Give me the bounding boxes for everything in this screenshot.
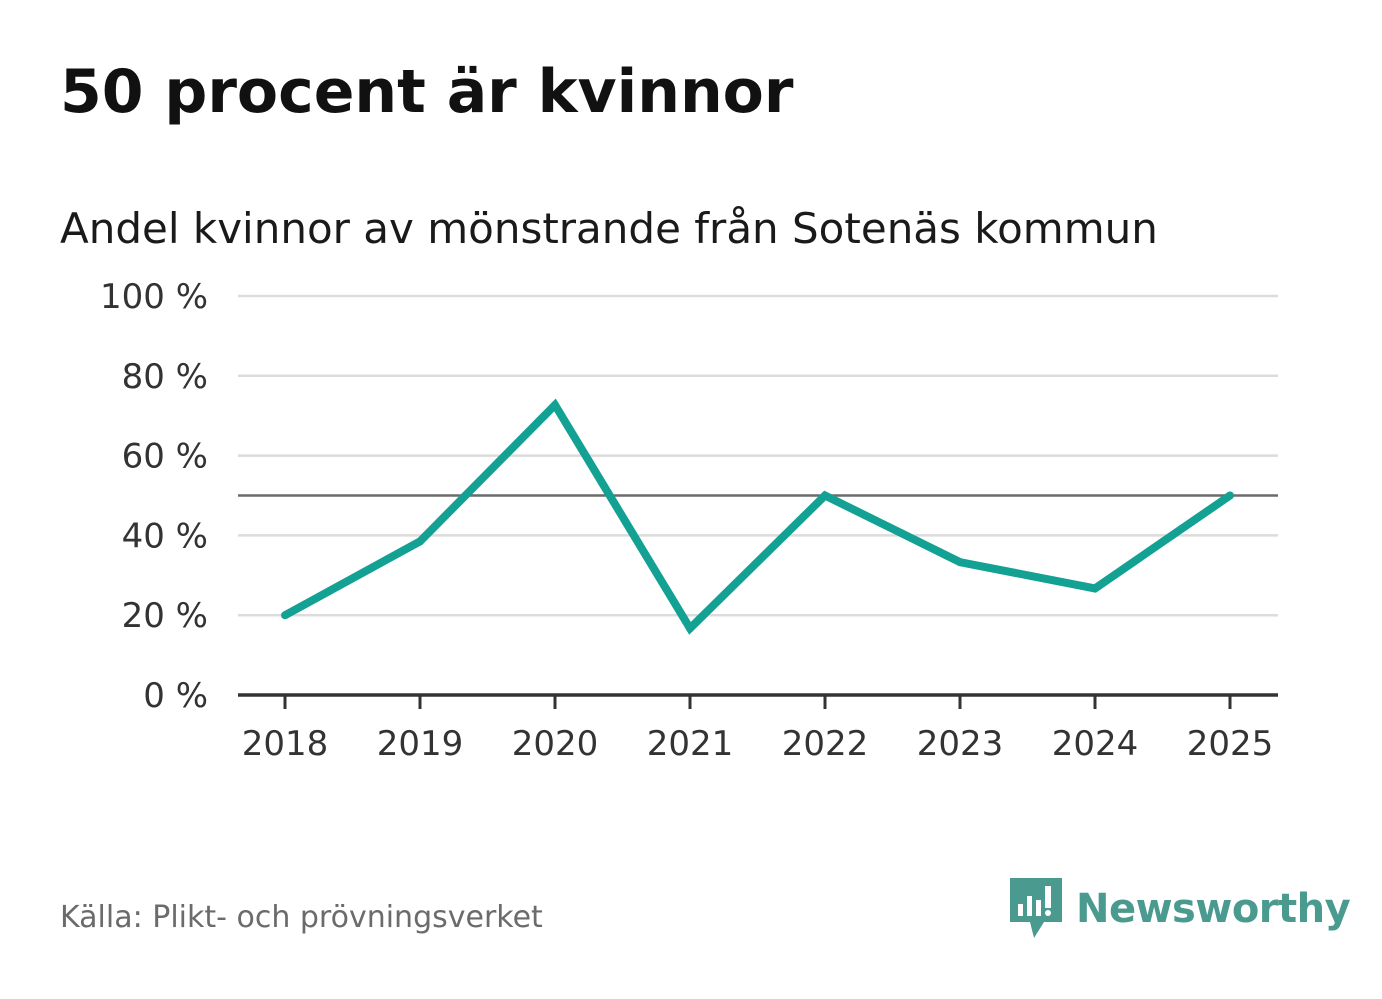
x-tick-label: 2021: [647, 724, 734, 764]
data-point-2021: [686, 624, 694, 633]
chart-title: 50 procent är kvinnor: [60, 57, 794, 127]
brand: Newsworthy: [1010, 878, 1351, 940]
y-tick-label: 60 %: [122, 437, 208, 477]
series-line: [283, 398, 1233, 635]
x-tick-label: 2018: [242, 724, 329, 764]
brand-name: Newsworthy: [1076, 886, 1351, 932]
data-point-2020: [551, 400, 559, 409]
data-point-2023: [956, 558, 964, 567]
x-tick-label: 2025: [1187, 724, 1274, 764]
data-point-2024: [1091, 584, 1099, 593]
x-tick-label: 2023: [917, 724, 1004, 764]
x-tick-label: 2022: [782, 724, 869, 764]
chart-subtitle: Andel kvinnor av mönstrande från Sotenäs…: [60, 204, 1158, 253]
y-tick-label: 80 %: [122, 357, 208, 397]
x-tick-label: 2020: [512, 724, 599, 764]
data-point-2019: [416, 537, 424, 546]
source-note: Källa: Plikt- och prövningsverket: [60, 900, 543, 935]
y-tick-label: 0 %: [143, 676, 208, 716]
x-tick-label: 2024: [1052, 724, 1139, 764]
y-tick-label: 20 %: [122, 596, 208, 636]
x-tick-label: 2019: [377, 724, 464, 764]
newsworthy-logo-icon: [1010, 878, 1062, 938]
data-point-2022: [821, 491, 829, 500]
data-point-2025: [1226, 491, 1234, 500]
data-point-2018: [281, 611, 289, 620]
y-tick-label: 40 %: [122, 516, 208, 556]
y-tick-label: 100 %: [100, 277, 208, 317]
